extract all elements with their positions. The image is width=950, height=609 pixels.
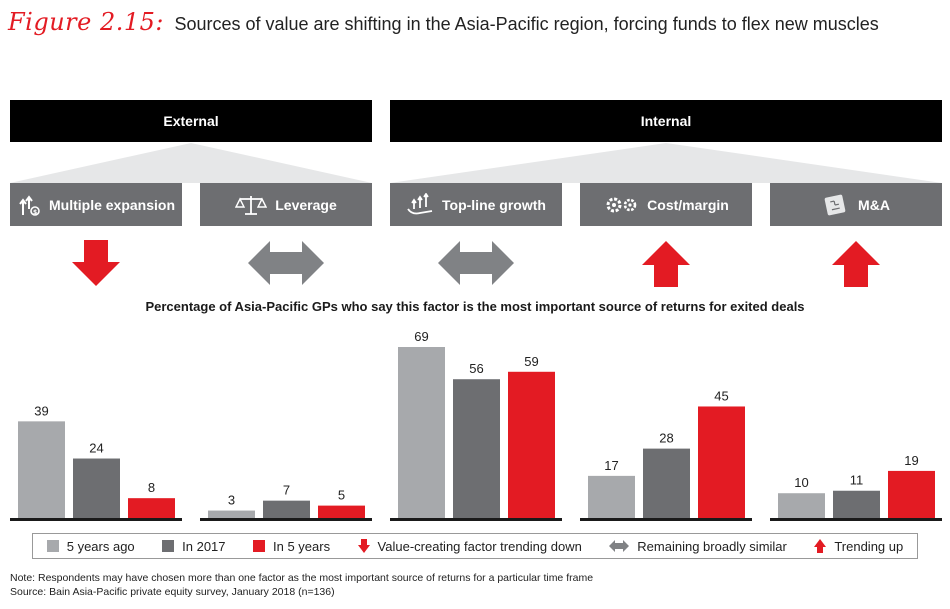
factor-top-line-growth: Top-line growth <box>390 183 562 226</box>
bar-in-5-years <box>888 470 935 518</box>
figure-label: Figure 2.15: <box>8 8 164 36</box>
bars <box>18 347 935 518</box>
factor-label: Multiple expansion <box>48 196 175 213</box>
baseline <box>200 518 372 521</box>
bar-value-label: 8 <box>148 480 155 495</box>
legend-label: In 2017 <box>182 538 226 554</box>
similar-double-arrow <box>438 241 514 285</box>
legend-label: 5 years ago <box>66 538 135 554</box>
baseline <box>770 518 942 521</box>
baselines <box>10 518 942 521</box>
bar-in-2017 <box>263 500 310 518</box>
trend-up-arrow <box>642 241 690 287</box>
legend-label: In 5 years <box>272 538 331 554</box>
legend-item-similar: Remaining broadly similar <box>609 539 787 554</box>
bar-value-label: 3 <box>228 493 235 508</box>
bar-value-label: 45 <box>714 388 728 403</box>
note-text: Note: Respondents may have chosen more t… <box>10 572 594 584</box>
legend-item-trend-up: Trending up <box>814 539 903 554</box>
factor-leverage: Leverage <box>200 183 372 226</box>
bar-five-years-ago <box>18 421 65 518</box>
legend-label: Value-creating factor trending down <box>377 538 582 554</box>
legend-item-in-5-years: In 5 years <box>252 538 331 554</box>
bar-value-label: 10 <box>794 475 808 490</box>
factor-label: M&A <box>858 196 890 213</box>
bar-value-label: 69 <box>414 329 428 344</box>
legend-label: Remaining broadly similar <box>637 538 787 554</box>
bar-five-years-ago <box>778 493 825 518</box>
bar-in-5-years <box>698 406 745 518</box>
legend-swatch <box>46 540 59 552</box>
top-line-growth-icon <box>407 192 433 214</box>
bar-value-label: 56 <box>469 361 483 376</box>
legend-label: Trending up <box>834 538 904 554</box>
similar-double-arrow <box>248 241 324 285</box>
figure-heading: Sources of value are shifting in the Asi… <box>174 14 879 34</box>
baseline <box>580 518 752 521</box>
internal-fan <box>390 143 942 183</box>
external-band-label: External <box>163 113 219 129</box>
internal-band-label: Internal <box>640 113 692 129</box>
legend-item-trend-down: Value-creating factor trending down <box>357 538 582 554</box>
bar-value-label: 59 <box>524 354 538 369</box>
factor-cost-margin: Cost/margin <box>580 183 752 226</box>
baseline <box>10 518 182 521</box>
external-band: External <box>10 100 372 142</box>
bar-in-5-years <box>318 505 365 518</box>
svg-text:$: $ <box>33 209 37 216</box>
figure-title: Figure 2.15: Sources of value are shifti… <box>8 8 879 44</box>
bar-value-label: 17 <box>604 458 618 473</box>
puzzle-icon <box>824 194 846 215</box>
trend-down-arrow <box>72 240 120 286</box>
legend-swatch <box>252 540 265 552</box>
bar-five-years-ago <box>398 347 445 518</box>
bar-in-2017 <box>73 458 120 518</box>
external-fan <box>10 143 372 183</box>
arrow-down-icon <box>357 539 370 553</box>
factor-label: Leverage <box>275 196 337 213</box>
bar-value-label: 19 <box>904 453 918 468</box>
scales-icon <box>235 195 268 215</box>
bar-in-2017 <box>643 448 690 518</box>
factor-m-and-a: M&A <box>770 183 942 226</box>
legend: 5 years ago In 2017 In 5 years Value-cre… <box>32 533 918 559</box>
footnotes: Note: Respondents may have chosen more t… <box>10 571 593 599</box>
legend-swatch <box>162 540 175 552</box>
trend-arrows <box>72 240 880 287</box>
factor-multiple-expansion: $ Multiple expansion <box>10 183 182 226</box>
bar-value-label: 28 <box>659 431 673 446</box>
bar-value-label: 7 <box>283 483 290 498</box>
multiple-expansion-icon: $ <box>19 194 40 216</box>
bar-in-5-years <box>128 498 175 518</box>
bar-value-label: 24 <box>89 441 103 456</box>
bar-five-years-ago <box>588 475 635 518</box>
gears-icon <box>606 197 637 212</box>
bar-value-label: 5 <box>338 488 345 503</box>
bar-value-label: 11 <box>850 473 864 488</box>
bar-in-2017 <box>453 379 500 518</box>
chart-title: Percentage of Asia-Pacific GPs who say t… <box>145 299 805 314</box>
baseline <box>390 518 562 521</box>
internal-band: Internal <box>390 100 942 142</box>
bar-five-years-ago <box>208 510 255 518</box>
factor-label: Top-line growth <box>442 196 546 213</box>
legend-item-in-2017: In 2017 <box>162 538 226 554</box>
arrow-up-icon <box>814 539 827 553</box>
bar-in-2017 <box>833 490 880 518</box>
bar-in-5-years <box>508 371 555 518</box>
double-arrow-icon <box>609 540 630 552</box>
factor-label: Cost/margin <box>647 196 729 213</box>
bar-value-label: 39 <box>34 403 48 418</box>
legend-item-five-years-ago: 5 years ago <box>46 538 135 554</box>
bar-labels: 39 24 8 3 7 5 69 56 59 17 28 45 10 11 19 <box>34 329 918 508</box>
source-text: Source: Bain Asia-Pacific private equity… <box>10 586 335 598</box>
trend-up-arrow <box>832 241 880 287</box>
